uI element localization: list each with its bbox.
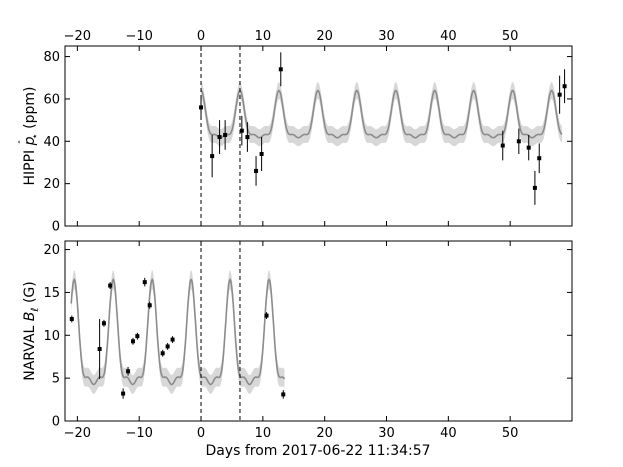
- y-tick-label: 20: [43, 177, 60, 192]
- data-point: [217, 135, 222, 140]
- y-tick-label: 60: [43, 92, 60, 107]
- y-tick-label: 40: [43, 135, 60, 150]
- x-tick-label-top: −10: [125, 29, 152, 44]
- x-tick-label: 30: [378, 426, 395, 441]
- data-point: [245, 135, 250, 140]
- data-point: [223, 132, 228, 137]
- x-tick-label: 0: [197, 426, 205, 441]
- x-tick-label-top: 40: [440, 29, 457, 44]
- y-tick-label: 0: [52, 220, 60, 235]
- data-point: [160, 351, 165, 356]
- x-tick-label-top: 20: [316, 29, 333, 44]
- x-tick-label-top: −20: [64, 29, 91, 44]
- y-tick-label: 15: [43, 286, 60, 301]
- data-point: [126, 369, 131, 374]
- x-tick-label-top: 50: [502, 29, 519, 44]
- bottom-panel-frame: [64, 240, 573, 422]
- data-point: [516, 139, 521, 144]
- bottom-panel-ylabel: NARVAL Bℓ (G): [22, 281, 41, 381]
- data-point: [131, 339, 136, 344]
- x-axis-label: Days from 2017-06-22 11:34:57: [205, 443, 430, 459]
- top-panel-frame: [64, 45, 573, 227]
- model-uncertainty-band: [71, 270, 285, 394]
- data-point: [210, 154, 215, 159]
- data-point: [239, 128, 244, 133]
- data-point: [101, 321, 106, 326]
- data-point: [557, 92, 562, 97]
- x-tick-label: −10: [125, 426, 152, 441]
- x-tick-label: 50: [502, 426, 519, 441]
- x-tick-label: 40: [440, 426, 457, 441]
- x-tick-label: 10: [255, 426, 272, 441]
- data-point: [97, 347, 102, 351]
- y-tick-label: 5: [52, 372, 60, 387]
- data-point: [264, 313, 269, 318]
- model-curve: [70, 278, 286, 386]
- x-tick-label: 20: [316, 426, 333, 441]
- y-tick-label: 80: [43, 50, 60, 65]
- data-point: [254, 168, 259, 173]
- data-point: [259, 152, 264, 156]
- data-point: [562, 84, 567, 89]
- data-point: [532, 185, 537, 190]
- data-point: [121, 391, 126, 396]
- x-tick-label-top: 30: [378, 29, 395, 44]
- data-point: [537, 156, 542, 161]
- data-point: [108, 283, 113, 288]
- data-point: [142, 280, 147, 285]
- data-point: [170, 337, 175, 342]
- data-point: [281, 392, 286, 397]
- data-point: [135, 334, 140, 339]
- top-panel-ylabel: HIPPI pˆ⋆ (ppm): [17, 86, 41, 185]
- data-point: [199, 105, 204, 110]
- y-tick-label: 20: [43, 243, 60, 258]
- x-tick-label: −20: [64, 426, 91, 441]
- bottom-panel: NARVAL Bℓ (G) Days from 2017-06-22 11:34…: [22, 240, 573, 459]
- data-point: [147, 303, 152, 308]
- x-tick-label-top: 10: [255, 29, 272, 44]
- data-point: [278, 67, 283, 72]
- top-panel: HIPPI pˆ⋆ (ppm) −20 −10 0 10 20 30 40 50 0 20 40 60…: [17, 29, 573, 235]
- y-tick-label: 10: [43, 329, 60, 344]
- x-tick-label-top: 0: [197, 29, 205, 44]
- y-tick-label: 0: [52, 415, 60, 430]
- data-point: [165, 344, 170, 349]
- data-point: [69, 317, 74, 321]
- data-point: [500, 143, 505, 148]
- data-point: [526, 145, 531, 150]
